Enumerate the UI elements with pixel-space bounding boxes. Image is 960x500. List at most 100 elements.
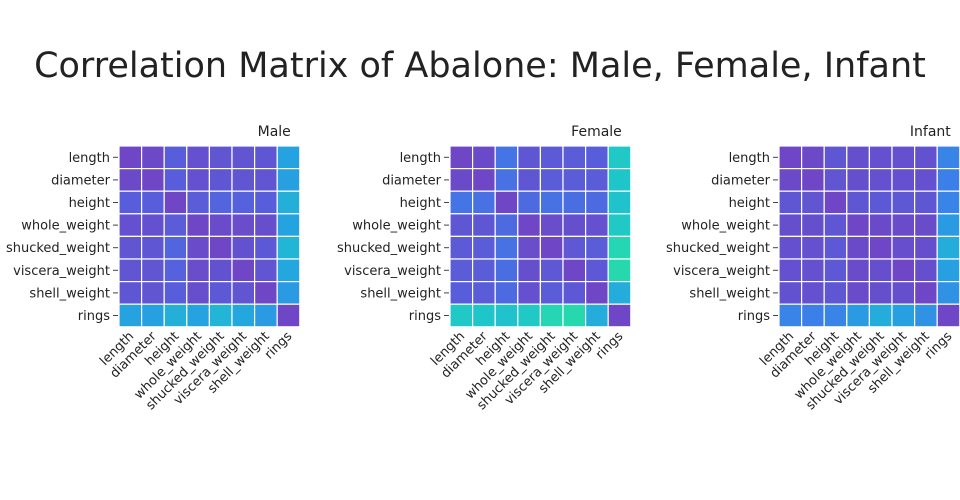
y-tick-label: viscera_weight (344, 264, 441, 279)
heatmap-cell (276, 190, 301, 215)
heatmap-cell (868, 303, 893, 328)
y-tick-label: shucked_weight (337, 241, 441, 256)
heatmap-cell (562, 281, 587, 305)
heatmap-cell (823, 281, 848, 305)
heatmap-cell (254, 213, 278, 238)
heatmap-cell (823, 303, 848, 328)
heatmap-cell (118, 168, 143, 192)
panel-title: Infant (910, 124, 951, 140)
heatmap-cell (231, 235, 256, 260)
heatmap-cell (186, 145, 211, 170)
heatmap-cell (163, 190, 188, 215)
y-tick-label: shell_weight (29, 286, 110, 301)
heatmap-cell (472, 213, 496, 238)
heatmap-cell (449, 168, 474, 192)
heatmap-cell (846, 213, 870, 238)
y-tick-label: whole_weight (681, 219, 770, 234)
heatmap-cell (539, 303, 564, 328)
heatmap-cell (846, 235, 870, 260)
heatmap-cell (778, 235, 803, 260)
heatmap-cell (141, 235, 165, 260)
heatmap-cell (913, 190, 938, 215)
heatmap-cell (868, 213, 893, 238)
heatmap-cell (141, 145, 165, 170)
heatmap-cell (254, 145, 278, 170)
heatmap-cell (539, 281, 564, 305)
heatmap-cell (891, 168, 916, 192)
heatmap-cell (517, 281, 541, 305)
heatmap-cell (584, 258, 609, 283)
heatmap-cell (607, 145, 632, 170)
heatmap-cell (539, 145, 564, 170)
heatmap-cell (584, 303, 609, 328)
heatmap-cell (472, 303, 496, 328)
heatmap-cell (584, 281, 609, 305)
heatmap-cell (186, 303, 211, 328)
y-tick-label: whole_weight (21, 219, 110, 234)
heatmap-cell (891, 281, 916, 305)
heatmap-cell (539, 258, 564, 283)
y-tick-label: whole_weight (352, 219, 441, 234)
heatmap-cell (231, 213, 256, 238)
heatmap-cell (823, 235, 848, 260)
heatmap-cell (472, 145, 496, 170)
heatmap-cell (607, 281, 632, 305)
heatmap-cell (163, 303, 188, 328)
heatmap-cell (208, 258, 233, 283)
heatmap-cell (118, 235, 143, 260)
heatmap-cell (494, 168, 519, 192)
heatmap-cell (936, 145, 960, 170)
y-tick-label: shucked_weight (666, 241, 770, 256)
y-tick-label: shell_weight (689, 286, 770, 301)
heatmap-cell (118, 145, 143, 170)
heatmap-cell (254, 190, 278, 215)
heatmap-panel-male: Male length diameter height whole_weightshuc… (6, 124, 301, 413)
heatmap-cell (936, 235, 960, 260)
heatmap-cell (517, 145, 541, 170)
heatmap-cell (472, 258, 496, 283)
heatmap-cell (208, 303, 233, 328)
heatmap-cell (800, 281, 825, 305)
heatmap-cell (891, 258, 916, 283)
heatmap-cell (472, 235, 496, 260)
heatmap-cell (823, 145, 848, 170)
heatmap-panel-infant: Infant length diameter height whole_weightsh… (666, 124, 960, 413)
heatmap-cell (163, 213, 188, 238)
heatmap-panels: Male length diameter height whole_weightshuc… (6, 124, 960, 413)
heatmap-cell (208, 281, 233, 305)
heatmap-cell (449, 258, 474, 283)
heatmap-cell (231, 281, 256, 305)
heatmap-cell (913, 303, 938, 328)
heatmap-cell (936, 258, 960, 283)
heatmap-cell (186, 258, 211, 283)
heatmap-cell (846, 145, 870, 170)
heatmap-cell (868, 281, 893, 305)
heatmap-cell (823, 190, 848, 215)
heatmap-cell (517, 213, 541, 238)
heatmap-cell (276, 258, 301, 283)
heatmap-cell (891, 235, 916, 260)
heatmap-cell (186, 213, 211, 238)
heatmap-cell (186, 281, 211, 305)
heatmap-cell (231, 303, 256, 328)
heatmap-cell (449, 213, 474, 238)
heatmap-cell (800, 303, 825, 328)
heatmap-cell (276, 145, 301, 170)
heatmap-cell (891, 303, 916, 328)
y-tick-label: shucked_weight (6, 241, 110, 256)
heatmap-cell (778, 281, 803, 305)
heatmap-cell (449, 190, 474, 215)
heatmap-cell (517, 258, 541, 283)
heatmap-cell (891, 190, 916, 215)
heatmap-cell (472, 281, 496, 305)
heatmap-cell (800, 235, 825, 260)
heatmap-cell (186, 168, 211, 192)
heatmap-cell (936, 190, 960, 215)
heatmap-cell (891, 213, 916, 238)
y-tick-label: diameter (382, 173, 442, 188)
y-tick-label: viscera_weight (673, 264, 770, 279)
heatmap-cell (254, 303, 278, 328)
heatmap-cell (163, 258, 188, 283)
heatmap-cell (254, 258, 278, 283)
